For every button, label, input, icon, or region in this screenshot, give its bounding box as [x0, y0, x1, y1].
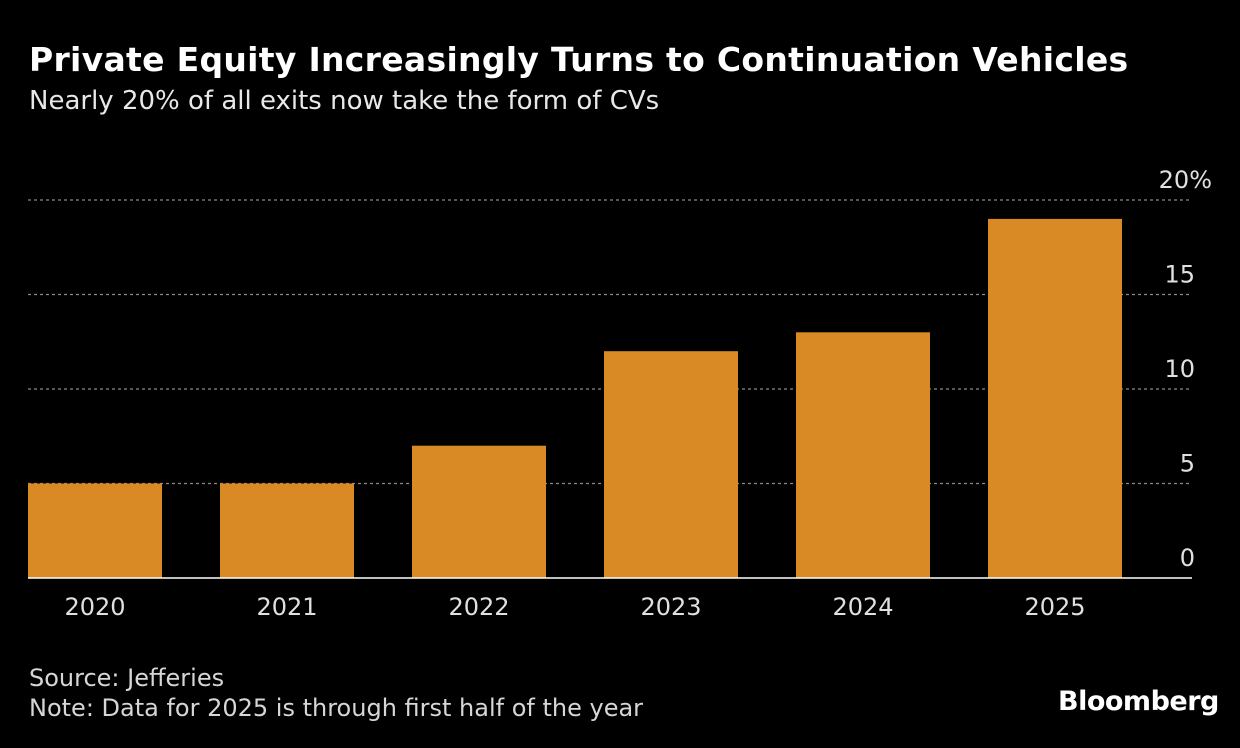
x-tick-label: 2023 [640, 593, 701, 621]
bar-2024 [796, 332, 930, 578]
bar-2023 [604, 351, 738, 578]
y-tick-label: 5 [1180, 450, 1195, 478]
bar-2022 [412, 445, 546, 578]
x-tick-label: 2024 [832, 593, 893, 621]
bar-2021 [220, 483, 354, 578]
x-tick-label: 2022 [448, 593, 509, 621]
y-tick-label: 0 [1180, 544, 1195, 572]
chart-subtitle: Nearly 20% of all exits now take the for… [29, 86, 660, 116]
y-tick-label: 15 [1164, 261, 1195, 289]
x-tick-label: 2021 [256, 593, 317, 621]
bar-2025 [988, 218, 1122, 578]
bloomberg-logo: Bloomberg [1058, 686, 1219, 717]
x-tick-label: 2020 [64, 593, 125, 621]
y-tick-label: 20% [1159, 166, 1212, 194]
x-tick-label: 2025 [1024, 593, 1085, 621]
bar-2020 [28, 483, 162, 578]
footnote: Note: Data for 2025 is through first hal… [29, 694, 644, 722]
y-tick-label: 10 [1164, 355, 1195, 383]
chart-title: Private Equity Increasingly Turns to Con… [29, 40, 1129, 79]
source-note: Source: Jefferies [29, 664, 225, 692]
